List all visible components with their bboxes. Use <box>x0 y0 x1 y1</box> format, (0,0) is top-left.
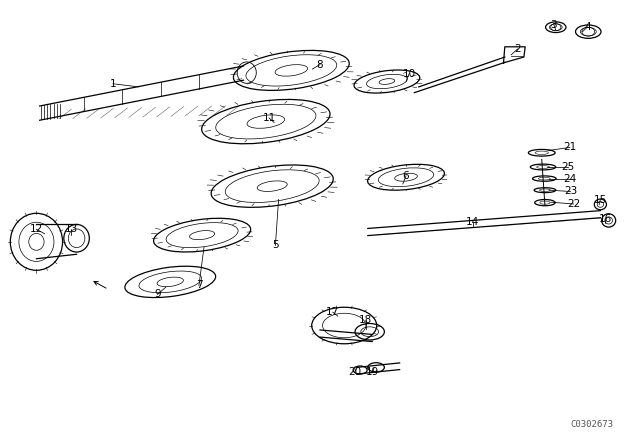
Text: 8: 8 <box>317 60 323 69</box>
Text: 2: 2 <box>514 44 521 54</box>
Text: 20: 20 <box>349 367 362 377</box>
Text: 4: 4 <box>584 22 591 32</box>
Text: 11: 11 <box>262 113 276 123</box>
Text: 10: 10 <box>403 69 416 78</box>
Text: 12: 12 <box>30 224 43 234</box>
Text: 15: 15 <box>594 194 607 205</box>
Text: 24: 24 <box>563 174 577 185</box>
Text: 7: 7 <box>196 280 202 290</box>
Text: 3: 3 <box>550 20 557 30</box>
Text: C0302673: C0302673 <box>570 420 613 429</box>
Text: 13: 13 <box>65 224 78 234</box>
Text: 9: 9 <box>154 289 161 299</box>
Text: 19: 19 <box>365 367 379 377</box>
Text: 25: 25 <box>561 162 575 172</box>
Text: 22: 22 <box>567 199 580 209</box>
Text: 17: 17 <box>326 307 339 317</box>
Text: 1: 1 <box>109 79 116 89</box>
Text: 6: 6 <box>403 171 410 181</box>
Text: 23: 23 <box>564 186 577 197</box>
Text: 16: 16 <box>599 214 612 224</box>
Text: 18: 18 <box>359 315 372 325</box>
Text: 21: 21 <box>563 142 577 152</box>
Text: 14: 14 <box>467 217 479 227</box>
Text: 5: 5 <box>272 241 278 250</box>
